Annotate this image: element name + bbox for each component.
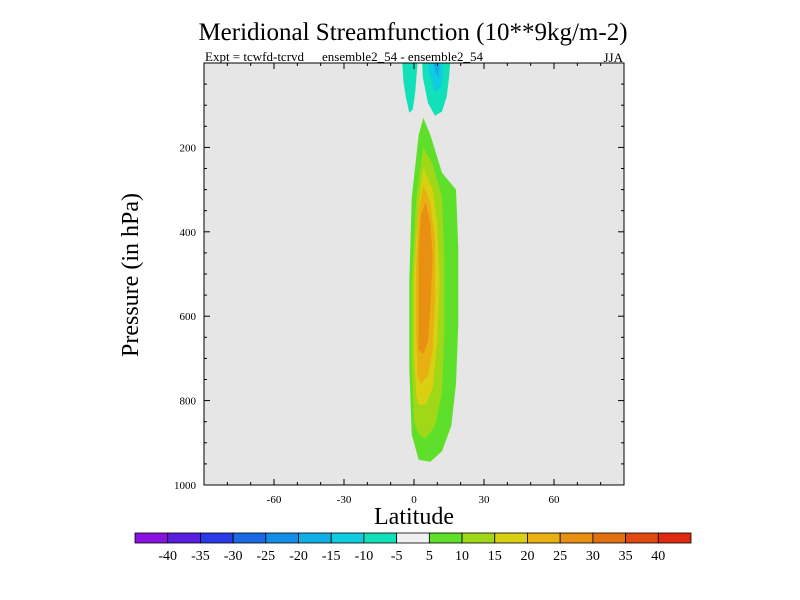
- colorbar-swatch: [461, 532, 496, 544]
- colorbar-swatch: [592, 532, 626, 544]
- colorbar-swatch: [265, 532, 299, 544]
- plot-area: [204, 63, 624, 485]
- x-axis-label: Latitude: [374, 504, 454, 530]
- colorbar-label: -35: [191, 549, 210, 564]
- colorbar-swatch: [232, 532, 267, 544]
- ensemble-label: ensemble2_54 - ensemble2_54: [322, 49, 484, 64]
- colorbar-swatch: [298, 532, 332, 544]
- colorbar-label: 40: [651, 549, 665, 564]
- colorbar-label: 10: [455, 549, 469, 564]
- season-label: JJA: [603, 50, 623, 65]
- colorbar-label: 5: [426, 549, 433, 564]
- y-tick-label: 200: [180, 142, 197, 154]
- colorbar-swatch: [625, 532, 659, 544]
- contour-negative-cell-10: [428, 63, 444, 93]
- contour-negative-cell-15: [433, 63, 440, 78]
- y-tick-label: 1000: [174, 480, 197, 492]
- chart-title: Meridional Streamfunction (10**9kg/m-2): [198, 19, 627, 46]
- colorbar-label: 25: [553, 549, 567, 564]
- colorbar-swatch: [428, 532, 463, 544]
- colorbar-label: -15: [322, 549, 341, 564]
- contour-negative-cell-5-left: [402, 63, 418, 113]
- colorbar-label: 30: [586, 549, 600, 564]
- colorbar-swatch: [134, 532, 169, 544]
- colorbar-swatch: [657, 532, 692, 544]
- colorbar-swatch: [396, 532, 430, 544]
- colorbar-label: -30: [224, 549, 243, 564]
- colorbar-swatch: [527, 532, 561, 544]
- contour-positive-cell-25: [418, 202, 433, 355]
- colorbar-label: -20: [289, 549, 308, 564]
- contour-regions: [402, 63, 459, 462]
- experiment-label: Expt = tcwfd-tcrvd: [205, 49, 305, 64]
- colorbar: -40 -35 -30 -25 -20 -15 -10 -5 5 10 15 20 25 30 35 40: [134, 532, 692, 564]
- colorbar-label: -10: [355, 549, 374, 564]
- colorbar-swatch: [363, 532, 398, 544]
- x-tick-label: -60: [267, 494, 282, 506]
- axes: -60 -30 0 30 60 200 400 600 800 1000: [174, 62, 625, 506]
- colorbar-swatch: [494, 532, 528, 544]
- colorbar-swatch: [167, 532, 201, 544]
- colorbar-swatch: [330, 532, 365, 544]
- x-tick-label: 30: [479, 494, 491, 506]
- colorbar-label: 20: [520, 549, 534, 564]
- colorbar-label: 15: [488, 549, 502, 564]
- y-axis-label: Pressure (in hPa): [118, 193, 144, 357]
- colorbar-swatch: [559, 532, 594, 544]
- y-tick-label: 800: [180, 396, 197, 408]
- colorbar-swatch: [200, 532, 234, 544]
- y-tick-label: 400: [180, 227, 197, 239]
- colorbar-label: -40: [158, 549, 177, 564]
- colorbar-label: -5: [391, 549, 403, 564]
- x-tick-label: 0: [411, 494, 417, 506]
- colorbar-label: -25: [256, 549, 275, 564]
- y-tick-label: 600: [180, 311, 197, 323]
- colorbar-label: 35: [619, 549, 633, 564]
- x-tick-label: -30: [337, 494, 352, 506]
- x-tick-label: 60: [549, 494, 561, 506]
